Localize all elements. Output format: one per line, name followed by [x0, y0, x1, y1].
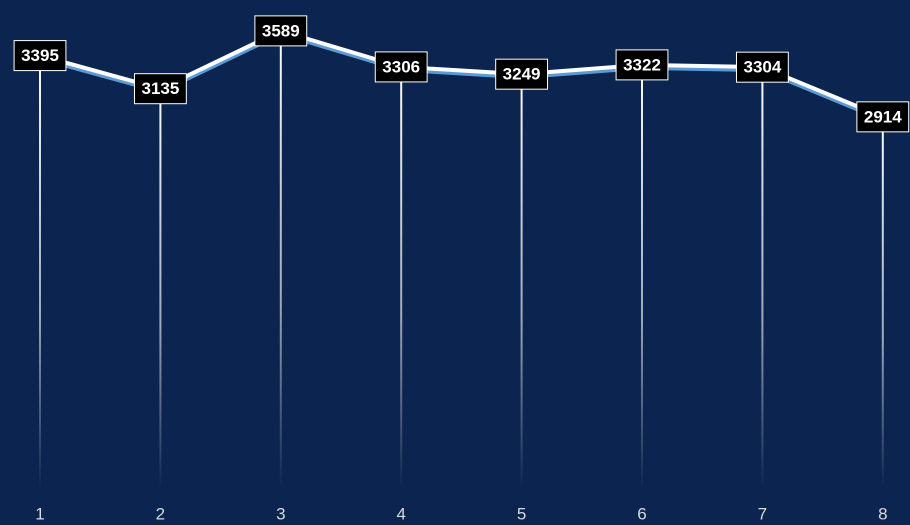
drop-line: [761, 67, 764, 488]
data-label: 3395: [13, 40, 67, 72]
x-tick-label: 7: [758, 504, 767, 523]
x-tick-label: 3: [276, 504, 285, 523]
data-label-box: [735, 51, 789, 83]
data-label: 3304: [735, 51, 789, 83]
x-tick-label: 6: [637, 504, 646, 523]
drop-line: [881, 116, 884, 488]
data-label-text: 3395: [21, 46, 59, 65]
drop-line: [159, 88, 162, 488]
data-label-text: 3306: [382, 57, 420, 76]
data-label-box: [133, 73, 187, 105]
data-label-box: [254, 15, 308, 47]
data-label-text: 3304: [743, 58, 781, 77]
x-tick-label: 1: [35, 504, 44, 523]
drop-line: [400, 66, 403, 489]
data-label: 3589: [254, 15, 308, 47]
data-label-text: 2914: [864, 107, 902, 126]
x-tick-label: 8: [878, 504, 887, 523]
data-label: 3135: [133, 73, 187, 105]
drop-line: [39, 55, 41, 489]
data-label-box: [615, 49, 669, 81]
data-label-text: 3135: [141, 79, 179, 98]
data-label: 2914: [856, 101, 910, 133]
x-tick-label: 4: [396, 504, 405, 523]
drop-line: [641, 64, 643, 488]
data-label-text: 3322: [623, 55, 661, 74]
data-label: 3322: [615, 49, 669, 81]
drop-line: [520, 74, 523, 489]
data-label-box: [856, 101, 910, 133]
data-label-text: 3589: [262, 21, 300, 40]
drop-line: [279, 30, 282, 489]
data-label: 3249: [495, 58, 549, 90]
data-label-box: [495, 58, 549, 90]
x-tick-label: 5: [517, 504, 526, 523]
x-tick-label: 2: [156, 504, 165, 523]
data-label-box: [374, 51, 428, 83]
data-label: 3306: [374, 51, 428, 83]
data-label-text: 3249: [503, 65, 541, 84]
data-label-box: [13, 40, 67, 72]
